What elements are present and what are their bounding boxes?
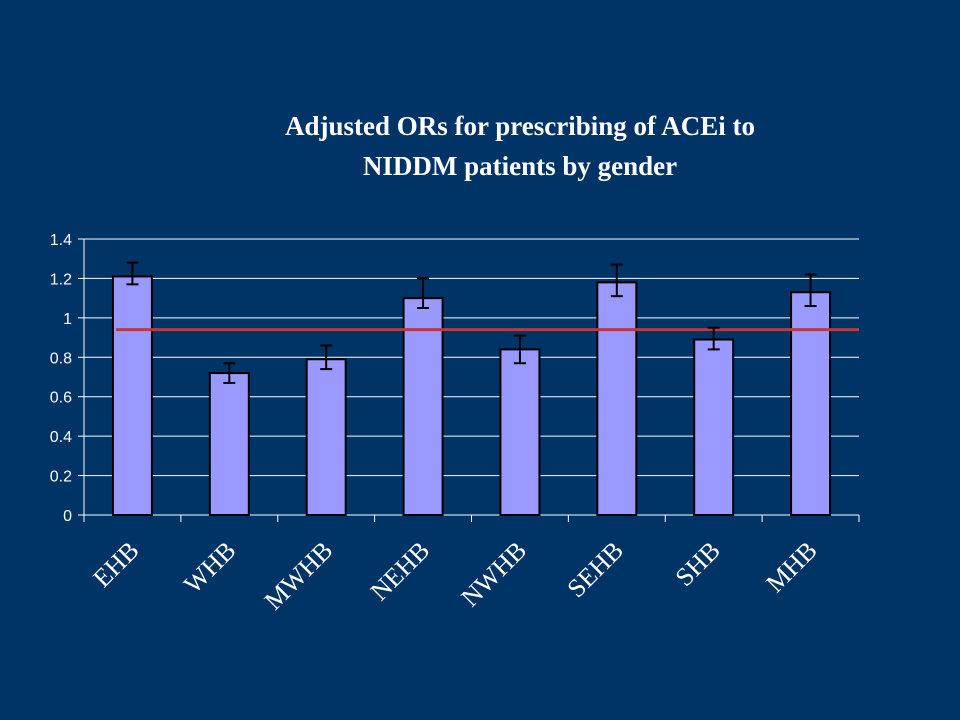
chart-title: Adjusted ORs for prescribing of ACEi to … — [220, 106, 820, 186]
y-tick-label: 1.2 — [50, 271, 72, 288]
x-category-label: MWHB — [259, 536, 339, 616]
error-bar-nwhb — [513, 334, 526, 365]
x-category-label: MHB — [760, 536, 822, 598]
x-category-label: EHB — [87, 536, 144, 593]
y-tick-label: 1 — [63, 311, 72, 328]
y-tick-label: 0.4 — [50, 429, 72, 446]
error-bar-ehb — [126, 261, 139, 286]
y-tick-label: 0.2 — [50, 469, 72, 486]
error-bar-mhb — [804, 273, 817, 308]
chart-title-line-2: NIDDM patients by gender — [362, 151, 678, 181]
bar-nehb — [402, 297, 444, 516]
bar-mwhb — [305, 358, 347, 516]
error-bar-shb — [707, 326, 720, 351]
chart-title-line-1: Adjusted ORs for prescribing of ACEi to — [284, 111, 756, 141]
x-category-label: NWHB — [456, 536, 533, 613]
x-category-label: SHB — [670, 536, 726, 592]
y-tick-label: 1.4 — [50, 232, 72, 249]
x-category-label: WHB — [178, 536, 241, 599]
x-category-label: NEHB — [365, 536, 436, 607]
error-bar-mwhb — [320, 344, 333, 371]
y-tick-label: 0 — [63, 508, 72, 525]
error-bar-whb — [223, 362, 236, 384]
bar-whb — [208, 372, 250, 516]
y-tick-label: 0.6 — [50, 390, 72, 407]
bar-ehb — [111, 275, 153, 517]
error-bar-nehb — [417, 277, 430, 309]
error-bar-sehb — [610, 263, 623, 298]
bar-nwhb — [499, 348, 541, 516]
x-category-label: SEHB — [562, 536, 630, 604]
bar-shb — [693, 338, 735, 516]
bar-mhb — [790, 291, 832, 516]
bar-sehb — [596, 281, 638, 516]
y-tick-label: 0.8 — [50, 350, 72, 367]
